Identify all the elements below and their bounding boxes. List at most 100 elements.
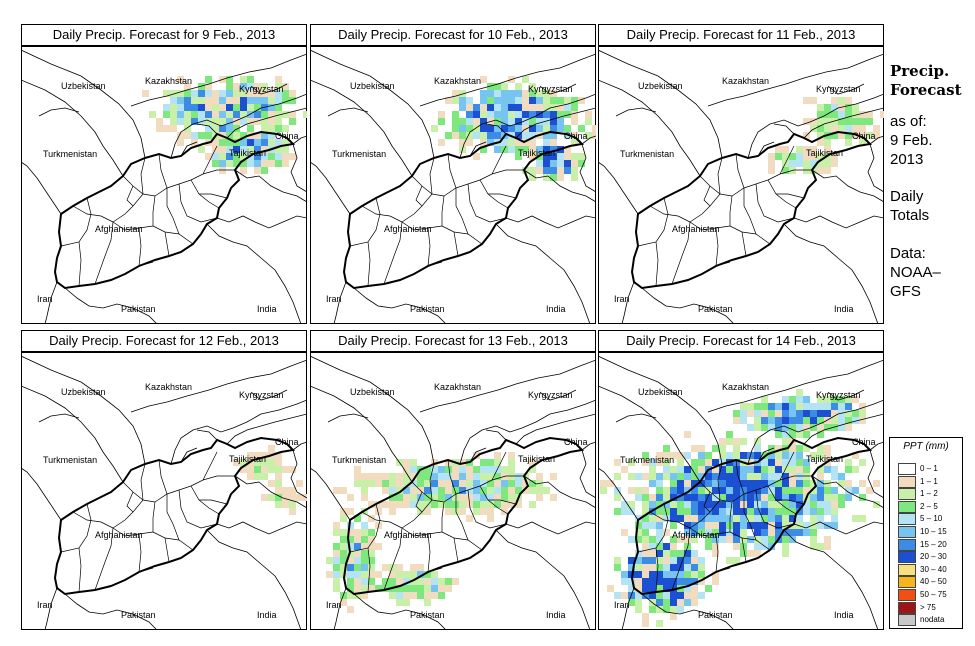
province-border — [689, 499, 721, 529]
map-label-india: India — [546, 610, 566, 620]
country-border — [773, 429, 795, 441]
country-border — [811, 475, 884, 509]
province-border — [455, 188, 469, 235]
province-border — [166, 494, 180, 541]
country-border — [485, 429, 507, 441]
map-label-india: India — [834, 304, 854, 314]
province-border — [140, 157, 146, 195]
map-label-iran: Iran — [37, 600, 53, 610]
map-label-tajikistan: Tajikistan — [806, 148, 843, 158]
map-label-uzbekistan: Uzbekistan — [638, 81, 683, 91]
country-border — [353, 287, 447, 324]
legend-item: 15 – 20 — [898, 538, 958, 551]
side-heading-1: Precip. — [890, 62, 950, 80]
precip-map: Kazakhstan Uzbekistan Kyrgyzstan Turkmenist… — [21, 46, 307, 324]
map-label-turkmenistan: Turkmenistan — [332, 455, 386, 465]
side-date-1: 9 Feb. — [890, 132, 933, 149]
map-label-turkmenistan: Turkmenistan — [43, 455, 97, 465]
side-totals-1: Daily — [890, 188, 924, 205]
precip-map: Kazakhstan Uzbekistan Kyrgyzstan Turkmenist… — [310, 46, 596, 324]
province-border — [453, 231, 459, 257]
country-border — [170, 93, 307, 159]
province-border — [78, 547, 82, 593]
province-border — [755, 489, 795, 529]
province-border — [767, 179, 797, 209]
map-label-kazakhstan: Kazakhstan — [722, 382, 769, 392]
province-border — [671, 221, 691, 285]
province-border — [152, 225, 194, 245]
country-border — [216, 215, 307, 229]
legend-item: 50 – 75 — [898, 589, 958, 601]
province-border — [140, 463, 146, 501]
map-label-turkmenistan: Turkmenistan — [620, 149, 674, 159]
province-border — [776, 499, 805, 505]
province-border — [717, 463, 723, 501]
province-border — [729, 225, 771, 245]
country-border — [21, 49, 146, 159]
country-border — [292, 441, 307, 451]
province-border — [112, 193, 144, 223]
map-label-iran: Iran — [37, 294, 53, 304]
country-border — [292, 135, 307, 145]
province-border — [415, 185, 423, 207]
province-border — [122, 175, 156, 197]
legend-label: 50 – 75 — [920, 590, 947, 599]
map-label-kyrgyzstan: Kyrgyzstan — [528, 390, 573, 400]
country-border — [803, 107, 884, 139]
legend-swatch — [898, 576, 916, 589]
map-label-uzbekistan: Uzbekistan — [350, 81, 395, 91]
country-border — [581, 135, 596, 145]
afghanistan-border — [342, 436, 585, 596]
afghanistan-border — [630, 130, 873, 290]
country-border — [38, 107, 80, 117]
map-label-uzbekistan: Uzbekistan — [638, 387, 683, 397]
panel-title: Daily Precip. Forecast for 11 Feb., 2013 — [598, 24, 884, 46]
legend-item: > 75 — [898, 601, 958, 614]
province-border — [166, 188, 180, 235]
country-border — [310, 161, 351, 215]
country-border — [196, 429, 218, 441]
country-border — [226, 413, 307, 445]
province-border — [411, 175, 445, 197]
province-border — [190, 475, 235, 487]
map-label-turkmenistan: Turkmenistan — [620, 455, 674, 465]
country-border — [250, 389, 288, 401]
map-label-pakistan: Pakistan — [121, 304, 156, 314]
country-border — [333, 281, 347, 324]
country-border — [459, 93, 596, 159]
province-border — [411, 481, 445, 503]
legend-swatch — [898, 538, 916, 551]
country-border — [581, 441, 596, 451]
legend-item: 0 – 1 — [898, 463, 958, 475]
legend-item: 40 – 50 — [898, 576, 958, 589]
province-border — [467, 183, 507, 223]
map-label-pakistan: Pakistan — [410, 304, 445, 314]
map-label-kyrgyzstan: Kyrgyzstan — [528, 84, 573, 94]
country-border — [21, 161, 62, 215]
map-label-china: China — [564, 437, 588, 447]
province-border — [689, 527, 731, 537]
province-border — [731, 179, 769, 197]
afghanistan-border — [342, 130, 585, 290]
province-border — [488, 499, 517, 505]
country-border — [641, 593, 735, 630]
province-border — [729, 195, 733, 226]
country-border — [44, 281, 58, 324]
province-border — [72, 205, 114, 223]
country-border — [523, 169, 596, 203]
country-border — [419, 359, 596, 413]
map-label-pakistan: Pakistan — [121, 610, 156, 620]
province-border — [443, 179, 481, 197]
panel-title: Daily Precip. Forecast for 14 Feb., 2013 — [598, 330, 884, 352]
map-label-tajikistan: Tajikistan — [806, 454, 843, 464]
map-label-afghanistan: Afghanistan — [384, 224, 432, 234]
country-border — [44, 587, 58, 630]
side-data-3: GFS — [890, 283, 921, 300]
side-data-1: Data: — [890, 245, 926, 262]
province-border — [735, 153, 745, 189]
legend-label: 1 – 2 — [920, 489, 938, 499]
country-border — [327, 413, 369, 423]
country-border — [327, 107, 369, 117]
country-border — [459, 399, 596, 465]
country-border — [216, 521, 307, 535]
